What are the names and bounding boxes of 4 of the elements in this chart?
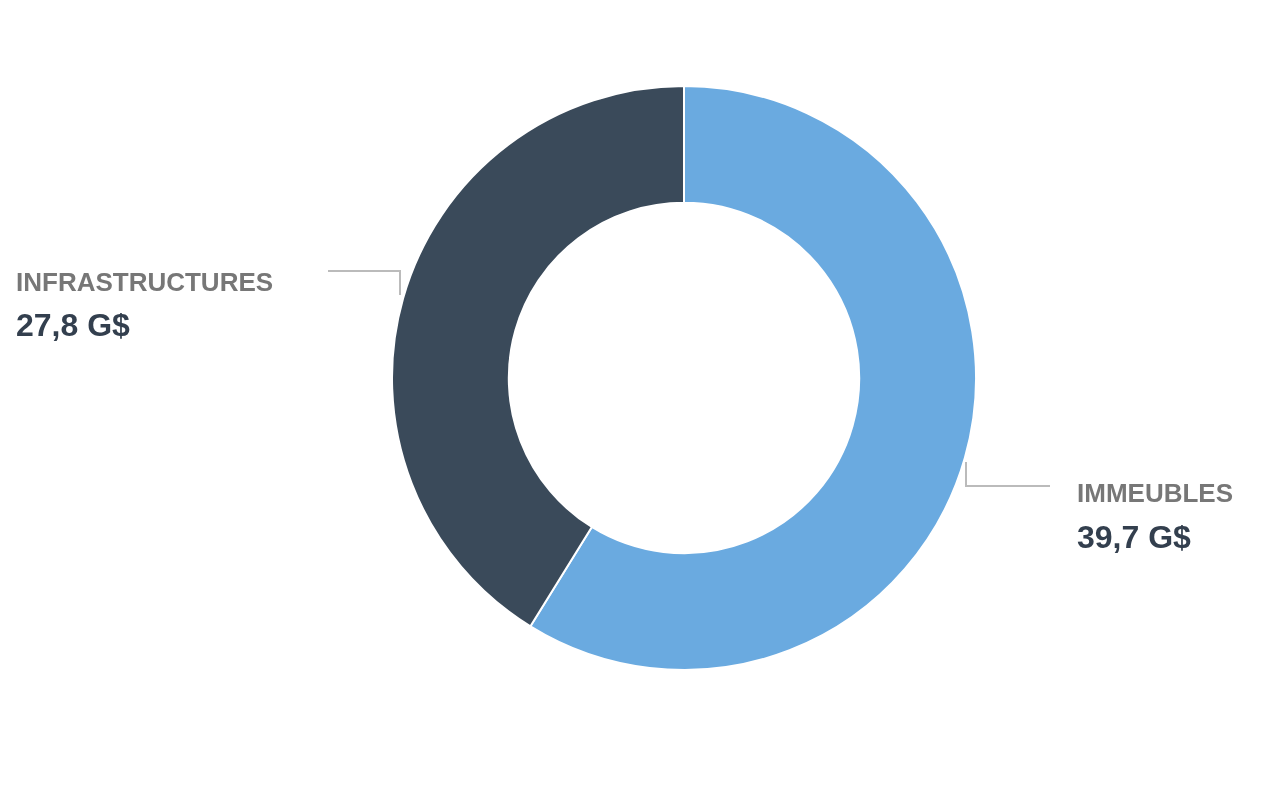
data-label: 39,7 G$ [1077,519,1192,555]
data-label: 27,8 G$ [16,307,131,343]
slice-label: INFRASTRUCTURES [16,267,274,297]
slice-label: IMMEUBLES [1077,478,1233,508]
